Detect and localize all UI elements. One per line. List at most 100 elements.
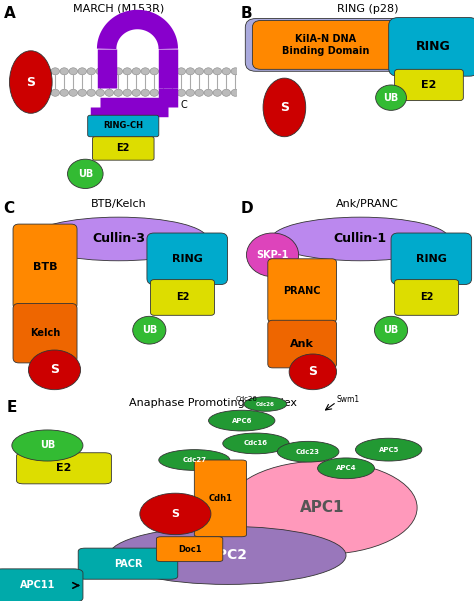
- Text: APC6: APC6: [232, 418, 252, 424]
- Text: PACR: PACR: [114, 559, 142, 569]
- Ellipse shape: [109, 526, 346, 584]
- FancyBboxPatch shape: [151, 279, 214, 316]
- Text: UB: UB: [142, 325, 157, 335]
- Circle shape: [141, 68, 150, 75]
- FancyBboxPatch shape: [156, 537, 223, 561]
- Circle shape: [168, 90, 177, 96]
- Circle shape: [114, 68, 123, 75]
- Ellipse shape: [271, 217, 449, 261]
- Text: APC11: APC11: [20, 581, 55, 590]
- Circle shape: [204, 90, 213, 96]
- FancyBboxPatch shape: [78, 548, 178, 579]
- FancyBboxPatch shape: [147, 233, 228, 284]
- Circle shape: [374, 316, 408, 344]
- Text: S: S: [27, 76, 35, 88]
- Text: E2: E2: [176, 293, 189, 302]
- Text: APC4: APC4: [336, 465, 356, 471]
- FancyBboxPatch shape: [391, 233, 472, 284]
- Text: RING (p28): RING (p28): [337, 4, 398, 14]
- Circle shape: [123, 90, 132, 96]
- Circle shape: [51, 90, 60, 96]
- Ellipse shape: [28, 350, 81, 389]
- Ellipse shape: [209, 410, 275, 431]
- Text: APC2: APC2: [207, 548, 248, 563]
- Text: Cullin-3: Cullin-3: [92, 233, 145, 245]
- FancyBboxPatch shape: [13, 304, 77, 363]
- Ellipse shape: [244, 397, 287, 411]
- Circle shape: [375, 85, 407, 111]
- Text: Cdc16: Cdc16: [244, 441, 268, 447]
- Circle shape: [177, 90, 186, 96]
- Text: A: A: [4, 6, 15, 21]
- Circle shape: [96, 90, 105, 96]
- Ellipse shape: [159, 450, 230, 471]
- Text: UB: UB: [78, 169, 93, 179]
- Circle shape: [132, 90, 141, 96]
- Text: APC5: APC5: [379, 447, 399, 453]
- Text: BTB/Kelch: BTB/Kelch: [91, 200, 146, 209]
- Text: RING: RING: [172, 254, 203, 264]
- Circle shape: [159, 68, 168, 75]
- Circle shape: [60, 68, 69, 75]
- Text: Swm1: Swm1: [337, 395, 360, 404]
- Ellipse shape: [228, 461, 417, 554]
- Circle shape: [42, 68, 50, 75]
- Text: S: S: [50, 364, 59, 376]
- FancyBboxPatch shape: [394, 279, 459, 316]
- Circle shape: [186, 90, 195, 96]
- Circle shape: [195, 90, 204, 96]
- Text: S: S: [309, 365, 317, 379]
- FancyBboxPatch shape: [0, 569, 83, 601]
- Circle shape: [231, 68, 240, 75]
- Circle shape: [222, 90, 231, 96]
- Circle shape: [87, 68, 96, 75]
- Text: D: D: [240, 201, 253, 216]
- Text: RING: RING: [416, 40, 451, 53]
- Circle shape: [105, 90, 114, 96]
- Circle shape: [231, 90, 240, 96]
- Ellipse shape: [263, 78, 306, 136]
- Text: UB: UB: [40, 441, 55, 451]
- Text: E2: E2: [421, 80, 437, 90]
- FancyBboxPatch shape: [389, 17, 474, 76]
- Text: PRANC: PRANC: [283, 285, 321, 296]
- Text: E2: E2: [420, 293, 433, 302]
- Text: C: C: [4, 201, 15, 216]
- Circle shape: [78, 90, 87, 96]
- Text: SKP-1: SKP-1: [256, 250, 289, 260]
- Text: Cullin-1: Cullin-1: [334, 233, 387, 245]
- Text: RING-CH: RING-CH: [103, 121, 143, 130]
- Circle shape: [213, 68, 222, 75]
- Circle shape: [177, 68, 186, 75]
- Text: E2: E2: [117, 144, 130, 153]
- Text: B: B: [240, 6, 252, 21]
- Circle shape: [141, 90, 150, 96]
- Circle shape: [60, 90, 69, 96]
- Text: E: E: [7, 400, 18, 415]
- FancyBboxPatch shape: [268, 259, 337, 322]
- Circle shape: [78, 68, 87, 75]
- Text: Cdc26: Cdc26: [256, 401, 275, 406]
- Text: UB: UB: [383, 93, 399, 103]
- Ellipse shape: [318, 458, 374, 478]
- FancyBboxPatch shape: [194, 460, 246, 537]
- Ellipse shape: [246, 233, 299, 276]
- Ellipse shape: [140, 493, 211, 535]
- FancyBboxPatch shape: [13, 224, 77, 310]
- FancyBboxPatch shape: [246, 19, 468, 72]
- FancyBboxPatch shape: [17, 453, 111, 484]
- Text: BTB: BTB: [33, 261, 57, 272]
- Ellipse shape: [29, 217, 208, 261]
- Text: S: S: [280, 101, 289, 114]
- FancyBboxPatch shape: [92, 136, 154, 160]
- Circle shape: [123, 68, 132, 75]
- Text: S: S: [172, 509, 179, 519]
- Text: Cdh1: Cdh1: [209, 494, 232, 503]
- Ellipse shape: [356, 438, 422, 461]
- Text: Cdc27: Cdc27: [182, 457, 206, 463]
- FancyBboxPatch shape: [268, 320, 337, 368]
- Circle shape: [168, 68, 177, 75]
- Text: Cdc23: Cdc23: [296, 449, 320, 455]
- Text: APC1: APC1: [300, 500, 345, 515]
- Ellipse shape: [9, 51, 52, 114]
